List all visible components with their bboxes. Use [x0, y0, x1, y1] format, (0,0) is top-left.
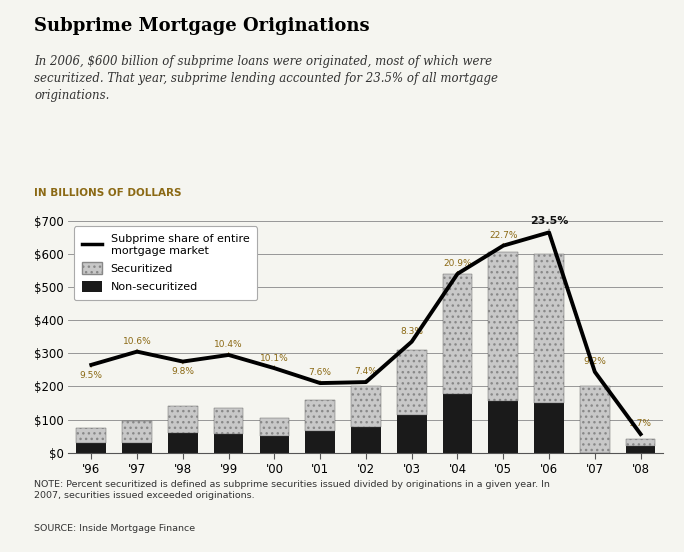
Text: SOURCE: Inside Mortgage Finance: SOURCE: Inside Mortgage Finance — [34, 524, 196, 533]
Bar — [397, 415, 427, 453]
Text: 9.8%: 9.8% — [171, 367, 194, 376]
Bar — [397, 350, 427, 415]
Text: 20.9%: 20.9% — [443, 259, 472, 268]
Bar — [534, 403, 564, 453]
Bar — [77, 443, 106, 453]
Bar — [626, 446, 655, 453]
Bar — [305, 400, 335, 431]
Text: 9.5%: 9.5% — [80, 370, 103, 380]
Text: 7.4%: 7.4% — [354, 368, 378, 376]
Text: 8.3%: 8.3% — [400, 327, 423, 336]
Bar — [443, 394, 473, 453]
Bar — [626, 439, 655, 446]
Bar — [213, 408, 244, 434]
Text: In 2006, $600 billion of subprime loans were originated, most of which were
secu: In 2006, $600 billion of subprime loans … — [34, 55, 498, 102]
Bar — [443, 274, 473, 394]
Bar — [213, 408, 244, 434]
Bar — [488, 401, 518, 453]
Bar — [534, 254, 564, 403]
Bar — [168, 406, 198, 433]
Bar — [259, 436, 289, 453]
Bar — [351, 386, 381, 427]
Text: 22.7%: 22.7% — [489, 231, 518, 240]
Text: 1.7%: 1.7% — [629, 420, 652, 428]
Text: 7.6%: 7.6% — [308, 368, 332, 378]
Bar — [397, 350, 427, 415]
Bar — [443, 274, 473, 394]
Text: 10.6%: 10.6% — [122, 337, 151, 346]
Text: Subprime Mortgage Originations: Subprime Mortgage Originations — [34, 17, 370, 35]
Bar — [77, 428, 106, 443]
Text: NOTE: Percent securitized is defined as subprime securities issued divided by or: NOTE: Percent securitized is defined as … — [34, 480, 550, 500]
Text: 10.1%: 10.1% — [260, 353, 289, 363]
Bar — [534, 254, 564, 403]
Bar — [122, 421, 152, 443]
Bar — [305, 431, 335, 453]
Bar — [259, 418, 289, 436]
Bar — [351, 386, 381, 427]
Legend: Subprime share of entire
mortgage market, Securitized, Non-securitized: Subprime share of entire mortgage market… — [74, 226, 257, 300]
Bar — [259, 418, 289, 436]
Bar — [122, 443, 152, 453]
Bar — [580, 386, 609, 453]
Bar — [626, 439, 655, 446]
Bar — [488, 252, 518, 401]
Bar — [168, 406, 198, 433]
Text: 9.2%: 9.2% — [583, 357, 606, 366]
Bar — [488, 252, 518, 401]
Bar — [77, 428, 106, 443]
Text: 10.4%: 10.4% — [214, 340, 243, 349]
Bar — [168, 433, 198, 453]
Bar — [580, 386, 609, 453]
Bar — [122, 421, 152, 443]
Bar — [351, 427, 381, 453]
Text: 23.5%: 23.5% — [530, 216, 568, 226]
Bar — [213, 434, 244, 453]
Bar — [305, 400, 335, 431]
Text: IN BILLIONS OF DOLLARS: IN BILLIONS OF DOLLARS — [34, 188, 182, 198]
